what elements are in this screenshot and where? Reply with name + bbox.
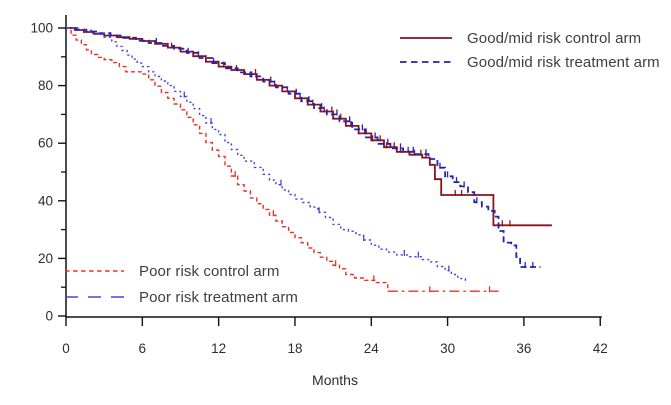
- x-tick-label: 6: [139, 341, 147, 356]
- x-tick-label: 30: [440, 341, 455, 356]
- y-tick-label: 0: [45, 309, 53, 324]
- x-tick-label: 18: [287, 341, 302, 356]
- legend-poor-risk: Poor risk control arm Poor risk treatmen…: [64, 258, 298, 310]
- legend-row-good-mid-control: Good/mid risk control arm: [398, 26, 660, 50]
- x-tick-label: 12: [211, 341, 226, 356]
- x-tick-label: 42: [593, 341, 608, 356]
- curve-good-mid-risk-treatment-arm: [66, 27, 541, 268]
- legend-good-mid-risk: Good/mid risk control arm Good/mid risk …: [398, 26, 660, 74]
- legend-label-good-mid-control: Good/mid risk control arm: [467, 29, 642, 47]
- x-tick-label: 0: [62, 341, 70, 356]
- legend-row-good-mid-treatment: Good/mid risk treatment arm: [398, 50, 660, 74]
- y-tick-label: 80: [38, 78, 53, 93]
- legend-swatch-good-mid-treatment: [400, 61, 452, 63]
- legend-label-poor-treatment: Poor risk treatment arm: [139, 288, 299, 306]
- legend-label-good-mid-treatment: Good/mid risk treatment arm: [467, 53, 660, 71]
- legend-swatch-good-mid-control: [400, 37, 452, 39]
- x-tick-label: 36: [516, 341, 531, 356]
- legend-swatch-poor-treatment: [65, 296, 124, 298]
- legend-row-poor-control: Poor risk control arm: [64, 258, 298, 284]
- x-tick-label: 24: [364, 341, 380, 356]
- x-axis-title: Months: [312, 372, 358, 388]
- legend-label-poor-control: Poor risk control arm: [139, 262, 280, 280]
- y-tick-label: 60: [38, 136, 53, 151]
- curve-poor-risk-control-arm: [66, 27, 389, 292]
- curve-good-mid-risk-control-arm: [66, 27, 552, 227]
- y-tick-label: 40: [38, 193, 53, 208]
- legend-row-poor-treatment: Poor risk treatment arm: [64, 284, 298, 310]
- y-tick-label: 20: [38, 251, 53, 266]
- y-tick-label: 100: [30, 21, 53, 36]
- legend-swatch-poor-control: [65, 270, 124, 272]
- curve-poor-risk-treatment-arm: [66, 27, 467, 282]
